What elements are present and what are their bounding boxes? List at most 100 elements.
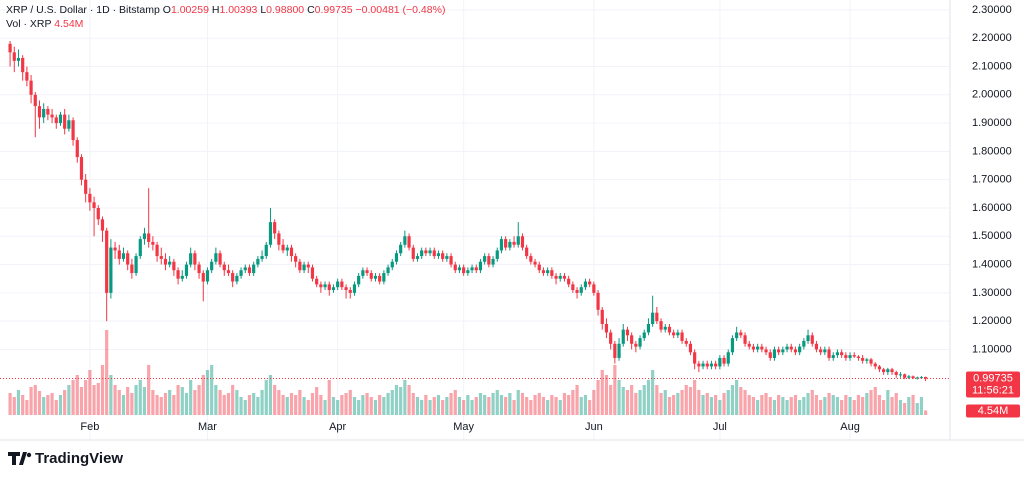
- candle-body: [12, 52, 16, 61]
- candle-body: [882, 369, 886, 373]
- candle-body: [432, 250, 436, 257]
- candle-body: [546, 270, 550, 274]
- volume-bar: [264, 380, 268, 415]
- candle-body: [625, 329, 630, 336]
- volume-bar: [793, 395, 798, 415]
- candle-body: [802, 340, 806, 347]
- volume-bar: [117, 390, 121, 415]
- grid: [0, 0, 950, 440]
- volume-bar: [625, 390, 630, 415]
- candle-body: [8, 43, 12, 53]
- volume-bar: [357, 400, 361, 415]
- volume-bar: [96, 383, 100, 415]
- candle-body: [172, 261, 176, 271]
- x-tick-label: May: [453, 421, 474, 433]
- candle-body: [772, 349, 777, 358]
- volume-bar: [596, 380, 600, 415]
- logo-dot: [26, 452, 32, 458]
- volume-bar: [600, 370, 604, 415]
- brand: TradingView: [35, 450, 123, 467]
- volume-bar: [495, 390, 499, 415]
- candle-body: [730, 338, 735, 353]
- volume-bar: [789, 397, 793, 415]
- volume-bar: [226, 393, 231, 415]
- volume-bar: [71, 380, 75, 415]
- candle-body: [831, 355, 835, 358]
- volume-bar: [394, 385, 399, 415]
- candle-body: [235, 275, 239, 282]
- y-tick-label: 1.10000: [972, 343, 1012, 355]
- volume-bar: [919, 397, 924, 415]
- volume-bar: [777, 395, 781, 415]
- candle-body: [760, 346, 764, 350]
- candle-body: [168, 261, 172, 265]
- volume-bar: [100, 365, 105, 415]
- volume-bar: [273, 385, 277, 415]
- volume-bar: [126, 387, 130, 415]
- axes: 2.30000 2.20000 2.10000 2.00000 1.90000 1.800…: [0, 4, 1020, 433]
- volume-bar: [327, 380, 331, 415]
- volume-bar: [184, 393, 189, 415]
- volume-bar: [693, 380, 697, 415]
- candle-body: [554, 275, 558, 279]
- volume-bar: [567, 395, 571, 415]
- volume-bar: [638, 390, 642, 415]
- volume-bar: [655, 385, 659, 415]
- volume-bar: [432, 397, 436, 415]
- volume-bar: [516, 390, 520, 415]
- volume-bar: [281, 395, 285, 415]
- candle-body: [768, 352, 772, 358]
- volume-bar: [562, 393, 567, 415]
- volume-bar: [453, 390, 457, 415]
- volume-bar: [386, 393, 390, 415]
- candle-body: [180, 275, 184, 279]
- volume-bar: [46, 395, 50, 415]
- volume-bar: [840, 400, 844, 415]
- volume-bar: [747, 395, 751, 415]
- candle-body: [21, 58, 25, 73]
- candle-body: [252, 264, 256, 274]
- candle-body: [16, 58, 21, 61]
- volume-bar: [436, 395, 441, 415]
- candle-body: [302, 264, 306, 271]
- volume-bar: [302, 397, 306, 415]
- volume-bar: [424, 395, 428, 415]
- volume-bar: [285, 397, 289, 415]
- candle-body: [819, 349, 823, 353]
- x-tick-label: Aug: [840, 421, 860, 433]
- candle-body: [583, 281, 588, 288]
- candle-body: [100, 219, 105, 231]
- volume-bar: [806, 393, 810, 415]
- y-tick-label: 2.30000: [972, 4, 1012, 16]
- volume-bar: [151, 390, 155, 415]
- x-tick-label: Jul: [713, 421, 727, 433]
- candle-body: [138, 239, 142, 257]
- candle-body: [861, 357, 865, 361]
- candle-body: [495, 250, 499, 259]
- volume-bar: [54, 400, 58, 415]
- candle-body: [25, 72, 29, 81]
- volume-bar: [67, 385, 71, 415]
- volume-bar: [16, 390, 21, 415]
- x-tick-label: Jun: [585, 421, 603, 433]
- ohlc-label: L: [260, 4, 267, 16]
- volume-bar: [298, 390, 302, 415]
- candle-body: [92, 202, 96, 208]
- volume-bar: [12, 397, 16, 415]
- volume-bar: [835, 397, 840, 415]
- volume-bar: [210, 365, 214, 415]
- volume-bar: [604, 375, 609, 415]
- candle-body: [718, 357, 722, 367]
- volume-bar: [235, 390, 239, 415]
- volume-bar: [457, 397, 462, 415]
- candle-body: [919, 377, 924, 379]
- volume-bar: [252, 393, 256, 415]
- candle-body: [67, 120, 71, 129]
- candle-body: [537, 264, 541, 271]
- candle-body: [852, 355, 856, 357]
- volume-bar: [243, 400, 247, 415]
- volume-bar: [138, 380, 142, 415]
- candle-body: [600, 309, 604, 324]
- candle-body: [130, 264, 134, 274]
- volume-bar: [239, 397, 243, 415]
